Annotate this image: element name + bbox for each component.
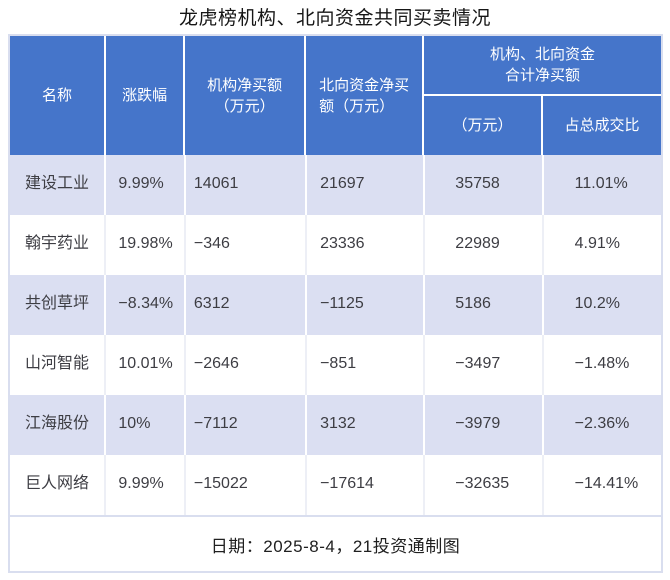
header-name: 名称 <box>10 36 107 155</box>
table-row: 建设工业 9.99% 14061 21697 35758 11.01% <box>10 155 661 215</box>
turnover-ratio-cell: −14.41% <box>574 475 639 492</box>
turnover-ratio-cell: −1.48% <box>574 355 630 372</box>
header-ratio-label: 占总成交比 <box>564 117 640 134</box>
stock-name-cell: 江海股份 <box>10 395 107 455</box>
inst-net-buy-cell: 6312 <box>186 275 308 335</box>
header-institution-line1: 机构净买额 <box>207 76 283 94</box>
source-note: 日期：2025-8-4，21投资通制图 <box>210 536 461 556</box>
combined-net-buy-cell: 5186 <box>425 275 544 335</box>
turnover-ratio-cell: 11.01% <box>574 175 628 192</box>
header-change: 涨跌幅 <box>106 36 186 155</box>
header-combined-subrow: （万元） 占总成交比 <box>424 96 661 155</box>
combined-net-buy-cell: −3497 <box>425 335 544 395</box>
header-northbound-net-buy: 北向资金净买 额（万元） <box>306 36 425 155</box>
header-northbound-line1: 北向资金净买 <box>319 76 410 94</box>
header-combined-group: 机构、北向资金 合计净买额 （万元） 占总成交比 <box>424 36 662 155</box>
inst-net-buy-cell: −2646 <box>186 335 308 395</box>
combined-net-buy-cell: −3979 <box>425 395 544 455</box>
change-pct-cell: 10% <box>106 395 186 455</box>
change-pct-cell: −8.34% <box>106 275 186 335</box>
turnover-ratio-cell: 4.91% <box>574 235 621 252</box>
combined-net-buy-cell: 22989 <box>425 215 544 275</box>
north-net-buy-cell: −1125 <box>307 275 426 335</box>
header-combined-title: 机构、北向资金 合计净买额 <box>424 36 662 96</box>
combined-net-buy-cell: 35758 <box>425 155 544 215</box>
header-northbound-line2: 额（万元） <box>319 97 395 115</box>
header-combined-line2: 合计净买额 <box>505 67 581 84</box>
data-table: 名称 涨跌幅 机构净买额 （万元） 北向资金净买 额（万元） 机构、北向资金 合… <box>8 34 663 573</box>
table-row: 山河智能 10.01% −2646 −851 −3497 −1.48% <box>10 335 661 395</box>
inst-net-buy-cell: −15022 <box>186 455 308 515</box>
table-header: 名称 涨跌幅 机构净买额 （万元） 北向资金净买 额（万元） 机构、北向资金 合… <box>10 36 662 155</box>
header-institution-net-buy: 机构净买额 （万元） <box>185 36 307 155</box>
header-institution-line2: （万元） <box>214 97 275 115</box>
table-row: 江海股份 10% −7112 3132 −3979 −2.36% <box>10 395 661 455</box>
table-row: 翰宇药业 19.98% −346 23336 22989 4.91% <box>10 215 661 275</box>
stock-name-cell: 建设工业 <box>10 155 107 215</box>
change-pct-cell: 19.98% <box>106 215 186 275</box>
header-combined-line1: 机构、北向资金 <box>490 46 596 63</box>
inst-net-buy-cell: 14061 <box>186 155 308 215</box>
page-title: 龙虎榜机构、北向资金共同买卖情况 <box>178 8 491 29</box>
north-net-buy-cell: 23336 <box>307 215 426 275</box>
header-combined-unit: （万元） <box>424 96 544 155</box>
turnover-ratio-cell: −2.36% <box>574 415 630 432</box>
header-change-label: 涨跌幅 <box>122 87 168 104</box>
header-combined-unit-label: （万元） <box>452 117 513 134</box>
header-total-turnover-ratio: 占总成交比 <box>543 96 661 155</box>
stock-name-cell: 山河智能 <box>10 335 107 395</box>
inst-net-buy-cell: −7112 <box>186 395 308 455</box>
change-pct-cell: 10.01% <box>106 335 186 395</box>
stock-name-cell: 巨人网络 <box>10 455 107 515</box>
turnover-ratio-cell: 10.2% <box>574 295 621 312</box>
header-name-label: 名称 <box>42 87 73 104</box>
change-pct-cell: 9.99% <box>106 155 186 215</box>
table-footer: 日期：2025-8-4，21投资通制图 <box>10 515 661 571</box>
north-net-buy-cell: 21697 <box>307 155 426 215</box>
inst-net-buy-cell: −346 <box>186 215 308 275</box>
stock-name-cell: 翰宇药业 <box>10 215 107 275</box>
north-net-buy-cell: −851 <box>307 335 426 395</box>
table-row: 共创草坪 −8.34% 6312 −1125 5186 10.2% <box>10 275 661 335</box>
stock-name-cell: 共创草坪 <box>10 275 107 335</box>
north-net-buy-cell: 3132 <box>307 395 426 455</box>
table-row: 巨人网络 9.99% −15022 −17614 −32635 −14.41% <box>10 455 661 515</box>
change-pct-cell: 9.99% <box>106 455 186 515</box>
north-net-buy-cell: −17614 <box>307 455 426 515</box>
combined-net-buy-cell: −32635 <box>425 455 544 515</box>
